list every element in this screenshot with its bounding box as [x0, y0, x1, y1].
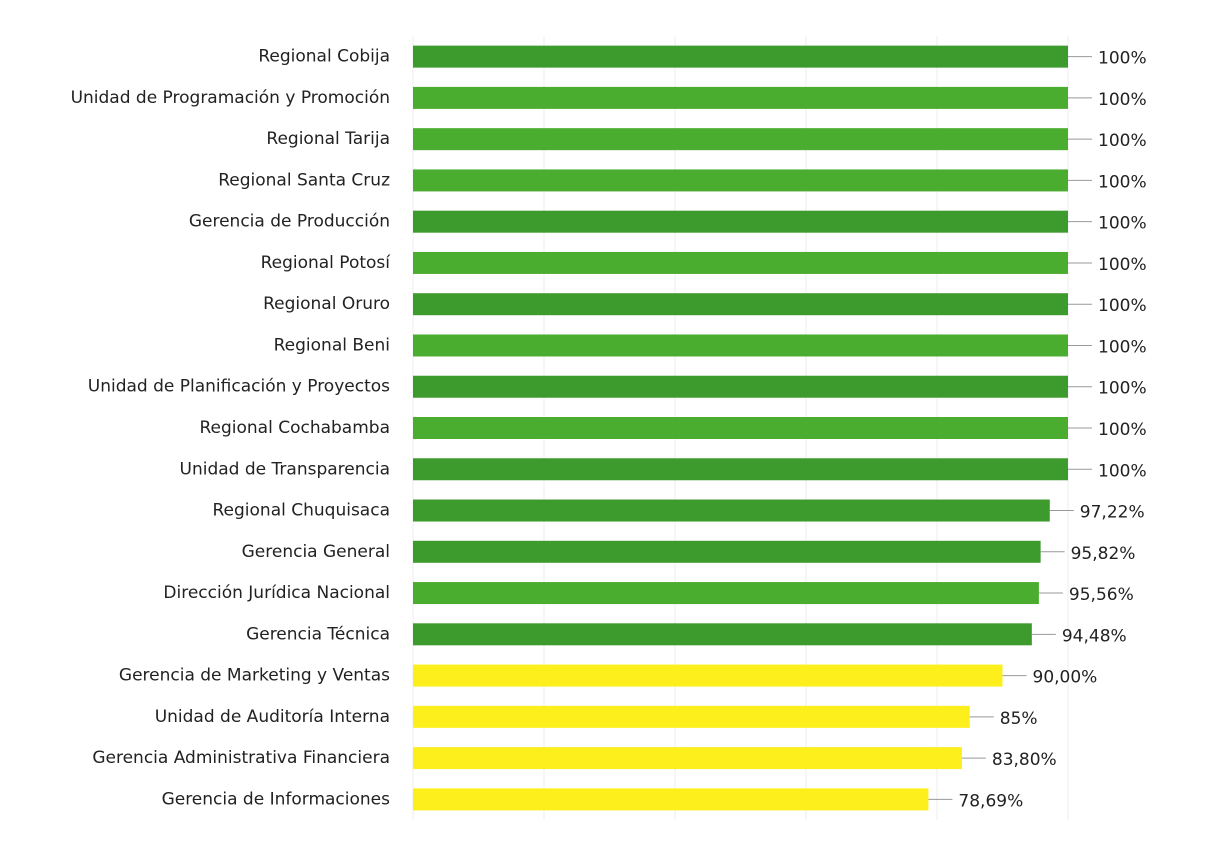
bar — [413, 86, 1068, 109]
category-label: Regional Potosí — [261, 253, 392, 273]
bar — [413, 540, 1041, 563]
bar — [413, 788, 929, 811]
value-label: 100% — [1098, 296, 1147, 316]
bar — [413, 705, 970, 728]
bar — [413, 210, 1068, 233]
value-label: 100% — [1098, 420, 1147, 440]
category-label: Gerencia de Informaciones — [162, 789, 391, 809]
bar — [413, 417, 1068, 439]
category-label: Regional Santa Cruz — [218, 170, 390, 190]
value-label: 100% — [1098, 461, 1147, 481]
bar — [413, 334, 1068, 357]
value-label: 94,48% — [1062, 626, 1127, 646]
bar — [413, 582, 1039, 605]
value-label: 95,82% — [1071, 544, 1136, 564]
value-label: 100% — [1098, 172, 1147, 192]
value-label: 85% — [1000, 709, 1038, 729]
category-label: Unidad de Planificación y Proyectos — [88, 377, 390, 397]
category-label: Gerencia Técnica — [246, 624, 390, 644]
bar — [413, 499, 1050, 522]
bar — [413, 664, 1003, 687]
bar — [413, 45, 1068, 68]
value-label: 83,80% — [992, 750, 1057, 770]
bar — [413, 293, 1068, 316]
value-label: 100% — [1098, 131, 1147, 151]
category-label: Gerencia Administrativa Financiera — [92, 748, 390, 768]
category-label: Gerencia General — [242, 542, 390, 562]
bar — [413, 169, 1068, 192]
value-label: 78,69% — [958, 791, 1023, 811]
value-label: 95,56% — [1069, 585, 1134, 605]
category-label: Unidad de Transparencia — [180, 459, 390, 479]
value-label: 97,22% — [1080, 503, 1145, 523]
category-label: Regional Oruro — [263, 294, 390, 314]
value-label: 100% — [1098, 49, 1147, 69]
value-label: 90,00% — [1033, 668, 1098, 688]
category-label: Gerencia de Producción — [189, 212, 390, 232]
category-label: Unidad de Auditoría Interna — [155, 707, 390, 727]
category-label: Regional Beni — [274, 335, 390, 355]
value-label: 100% — [1098, 379, 1147, 399]
category-label: Regional Chuquisaca — [213, 501, 391, 521]
category-label: Unidad de Programación y Promoción — [71, 88, 390, 108]
category-label: Gerencia de Marketing y Ventas — [119, 666, 390, 686]
category-label: Regional Cobija — [258, 47, 390, 67]
bar — [413, 623, 1032, 646]
value-label: 100% — [1098, 255, 1147, 275]
bar — [413, 128, 1068, 151]
value-label: 100% — [1098, 90, 1147, 110]
category-label: Regional Cochabamba — [199, 418, 390, 438]
category-label: Regional Tarija — [266, 129, 390, 149]
value-label: 100% — [1098, 214, 1147, 234]
bar — [413, 251, 1068, 274]
bar — [413, 747, 962, 770]
category-label: Dirección Jurídica Nacional — [163, 583, 390, 603]
bar — [413, 458, 1068, 481]
value-label: 100% — [1098, 337, 1147, 357]
bar — [413, 375, 1068, 398]
